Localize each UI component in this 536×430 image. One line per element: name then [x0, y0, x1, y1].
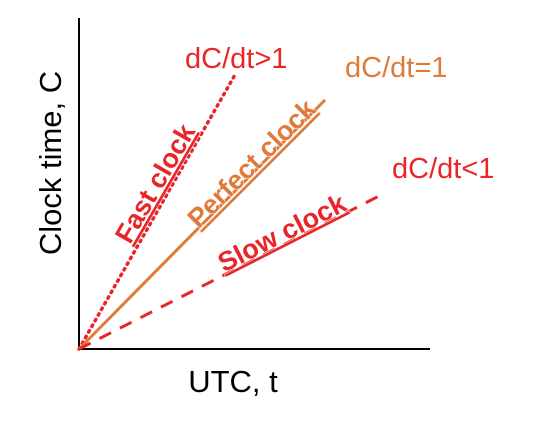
x-axis-label: UTC, t	[188, 364, 278, 399]
slow-clock-line	[78, 191, 386, 351]
fast-clock-label: Fast clock	[109, 118, 202, 248]
perfect-clock-line	[77, 98, 327, 351]
slow-clock-rate: dC/dt<1	[392, 153, 494, 185]
y-axis-label: Clock time, C	[33, 71, 68, 255]
fast-clock-rate: dC/dt>1	[185, 43, 287, 75]
perfect-clock-rate: dC/dt=1	[345, 52, 447, 84]
fast-clock-line	[77, 71, 238, 351]
